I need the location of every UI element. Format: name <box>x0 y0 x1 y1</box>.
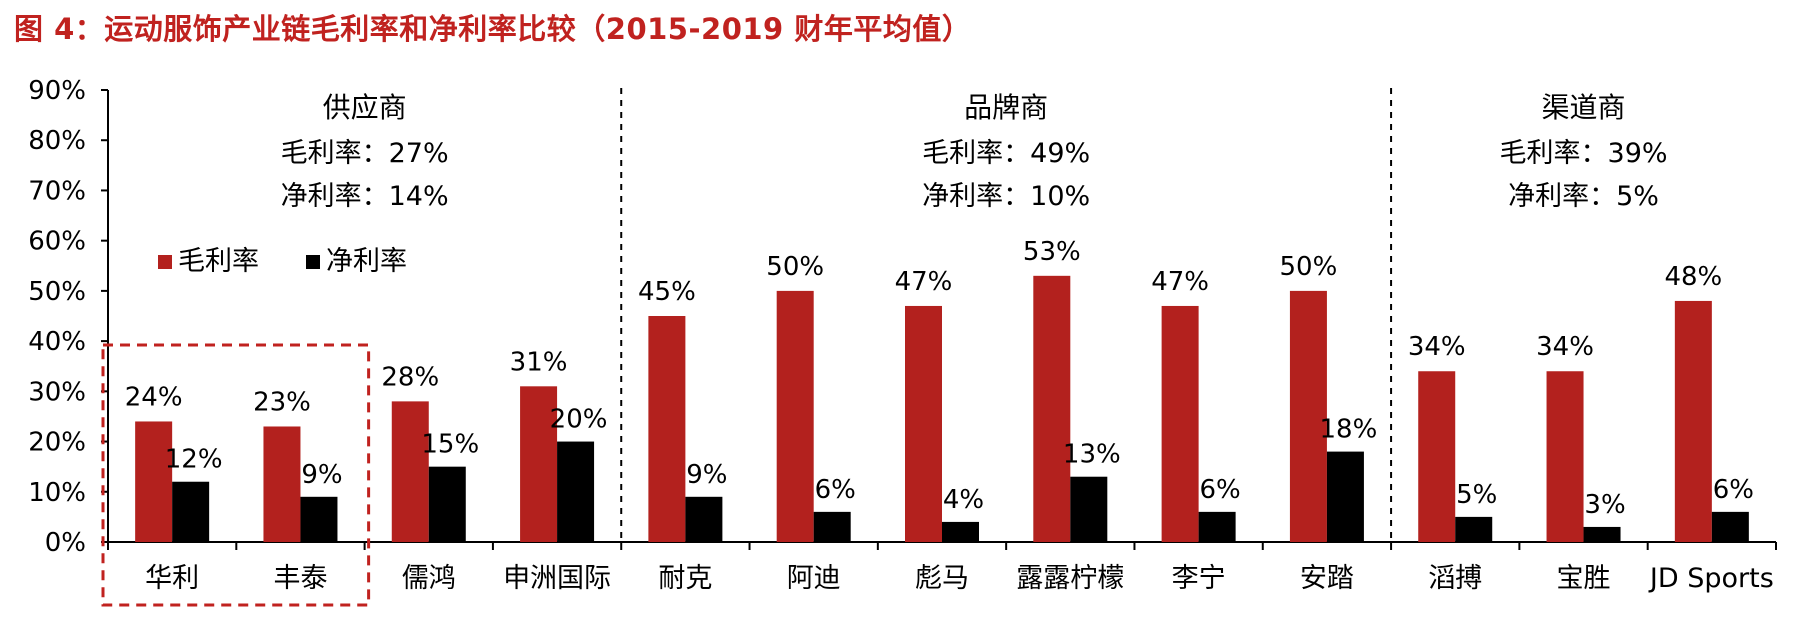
y-tick-label: 30% <box>28 377 86 407</box>
x-category-label: 滔搏 <box>1428 563 1482 594</box>
data-label-gross: 47% <box>895 267 953 297</box>
data-label-gross: 28% <box>381 362 439 392</box>
bar-gross-margin <box>1289 290 1327 542</box>
group-net-summary: 净利率：10% <box>922 181 1090 212</box>
x-category-label: 安踏 <box>1300 563 1354 594</box>
group-net-summary: 净利率：5% <box>1508 181 1659 212</box>
data-label-gross: 34% <box>1408 332 1466 362</box>
y-tick-label: 80% <box>28 126 86 156</box>
highlight-box <box>101 343 371 607</box>
bar-gross-margin <box>391 401 429 542</box>
y-tick-label: 10% <box>28 478 86 508</box>
bar-net-margin <box>1326 451 1364 542</box>
data-label-net: 9% <box>686 460 727 490</box>
y-tick-label: 0% <box>45 528 86 558</box>
y-tick-label: 90% <box>28 76 86 106</box>
data-label-net: 5% <box>1456 480 1497 510</box>
data-label-gross: 50% <box>1280 252 1338 282</box>
group-name: 渠道商 <box>1542 91 1626 124</box>
group-gross-summary: 毛利率：39% <box>1500 138 1668 169</box>
y-tick-label: 20% <box>28 428 86 458</box>
bar-net-margin <box>813 511 851 542</box>
x-category-label: JD Sports <box>1648 563 1774 594</box>
bar-net-margin <box>1070 476 1108 542</box>
bar-net-margin <box>685 496 723 542</box>
data-label-gross: 34% <box>1536 332 1594 362</box>
data-label-net: 6% <box>1199 475 1240 505</box>
legend-label-net: 净利率 <box>326 246 407 277</box>
bar-net-margin <box>428 466 466 542</box>
data-label-gross: 31% <box>510 347 568 377</box>
bar-gross-margin <box>648 316 686 542</box>
group-net-summary: 净利率：14% <box>281 181 449 212</box>
figure-title: 图 4：运动服饰产业链毛利率和净利率比较（2015-2019 财年平均值） <box>14 12 972 46</box>
bar-net-margin <box>1455 516 1493 542</box>
bar-gross-margin <box>1418 371 1456 542</box>
bar-gross-margin <box>1674 300 1712 542</box>
data-label-net: 12% <box>165 445 223 475</box>
bar-net-margin <box>1198 511 1236 542</box>
y-tick-label: 40% <box>28 327 86 357</box>
x-category-label: 申洲国际 <box>503 563 611 594</box>
bar-gross-margin <box>1161 305 1199 542</box>
data-label-net: 13% <box>1063 440 1121 470</box>
bar-net-margin <box>172 481 210 542</box>
data-label-gross: 47% <box>1151 267 1209 297</box>
x-category-label: 李宁 <box>1172 563 1226 594</box>
group-name: 品牌商 <box>964 91 1048 124</box>
x-category-label: 丰泰 <box>273 563 327 594</box>
group-gross-summary: 毛利率：49% <box>922 138 1090 169</box>
bar-gross-margin <box>263 426 301 542</box>
data-label-net: 9% <box>301 460 342 490</box>
data-label-gross: 23% <box>253 387 311 417</box>
x-category-label: 耐克 <box>658 563 712 594</box>
data-label-gross: 48% <box>1664 262 1722 292</box>
x-category-label: 露露柠檬 <box>1016 563 1124 594</box>
data-label-gross: 24% <box>125 382 183 412</box>
legend-label-gross: 毛利率 <box>178 246 259 277</box>
bar-net-margin <box>300 496 338 542</box>
data-label-gross: 53% <box>1023 237 1081 267</box>
bar-net-margin <box>557 441 595 542</box>
y-tick-label: 70% <box>28 176 86 206</box>
legend-swatch-gross <box>158 255 172 269</box>
bar-gross-margin <box>1033 275 1071 542</box>
data-label-net: 3% <box>1584 490 1625 520</box>
y-tick-label: 50% <box>28 277 86 307</box>
x-category-label: 阿迪 <box>787 563 841 594</box>
data-label-gross: 45% <box>638 277 696 307</box>
bar-gross-margin <box>1546 371 1584 542</box>
x-category-label: 华利 <box>145 563 199 594</box>
data-label-net: 18% <box>1320 415 1378 445</box>
bar-gross-margin <box>905 305 942 542</box>
bar-gross-margin <box>135 421 173 542</box>
bar-net-margin <box>942 521 979 542</box>
group-name: 供应商 <box>323 91 407 124</box>
data-label-net: 15% <box>421 430 479 460</box>
bar-net-margin <box>1583 526 1621 542</box>
data-label-net: 4% <box>943 485 984 515</box>
x-category-label: 彪马 <box>915 563 969 594</box>
x-category-label: 宝胜 <box>1557 563 1611 594</box>
y-tick-label: 60% <box>28 227 86 257</box>
data-label-net: 20% <box>550 405 608 435</box>
data-label-net: 6% <box>1713 475 1754 505</box>
bar-gross-margin <box>520 386 558 542</box>
data-label-net: 6% <box>815 475 856 505</box>
bar-net-margin <box>1711 511 1749 542</box>
legend-swatch-net <box>306 255 320 269</box>
group-gross-summary: 毛利率：27% <box>281 138 449 169</box>
bar-gross-margin <box>776 290 814 542</box>
data-label-gross: 50% <box>766 252 824 282</box>
x-category-label: 儒鸿 <box>402 563 456 594</box>
